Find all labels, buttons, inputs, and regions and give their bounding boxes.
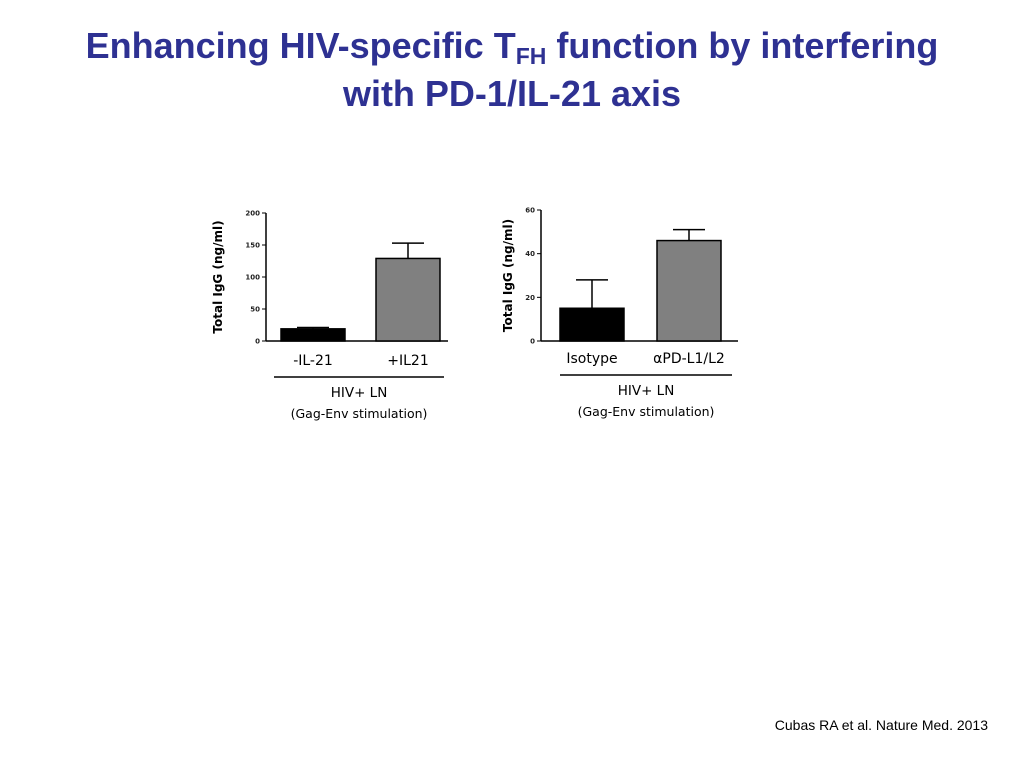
y-tick-label: 200 (245, 210, 260, 218)
y-tick-label: 0 (255, 338, 260, 346)
y-tick-label: 50 (250, 306, 260, 314)
bar (559, 307, 625, 342)
group-label: HIV+ LN (618, 383, 675, 399)
y-tick-label: 40 (525, 250, 535, 258)
title-subscript: FH (515, 43, 547, 69)
title-line2: with PD-1/IL-21 axis (342, 73, 682, 114)
category-label: +IL21 (387, 353, 428, 369)
bar (280, 328, 346, 342)
category-label: -IL-21 (293, 353, 333, 369)
y-tick-label: 100 (245, 274, 260, 282)
y-tick-label: 150 (245, 242, 260, 250)
y-tick-label: 20 (525, 294, 535, 302)
group-label: HIV+ LN (331, 385, 388, 401)
category-label: αPD-L1/L2 (653, 351, 725, 367)
category-label: Isotype (566, 351, 617, 367)
title-part2: function by interfering (546, 25, 939, 66)
slide-title: Enhancing HIV-specific TFH function by i… (0, 22, 1024, 118)
group-sublabel: (Gag-Env stimulation) (291, 406, 428, 421)
y-axis-label: Total IgG (ng/ml) (501, 219, 515, 332)
group-sublabel: (Gag-Env stimulation) (578, 404, 715, 419)
bar (656, 239, 722, 342)
chart-il21-svg: 0 50 100 150 200 Total IgG (ng/ml) -IL-21 +IL21… (211, 210, 448, 421)
chart-il21: 0 50 100 150 200 Total IgG (ng/ml) -IL-21 +IL21… (200, 195, 460, 430)
y-axis-label: Total IgG (ng/ml) (211, 220, 225, 333)
chart-pdl1: 0 20 40 60 Total IgG (ng/ml) Isotype αPD-L1/L2… (490, 195, 760, 430)
y-tick-label: 60 (525, 207, 535, 215)
title-part1: Enhancing HIV-specific T (85, 25, 516, 66)
citation: Cubas RA et al. Nature Med. 2013 (774, 717, 988, 733)
chart-pdl1-svg: 0 20 40 60 Total IgG (ng/ml) Isotype αPD-L1/L2… (501, 207, 738, 419)
bar (375, 257, 441, 342)
y-tick-label: 0 (530, 338, 535, 346)
